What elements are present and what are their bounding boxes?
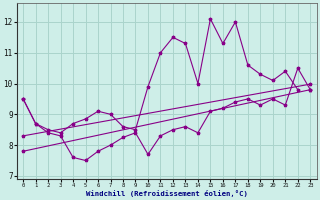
X-axis label: Windchill (Refroidissement éolien,°C): Windchill (Refroidissement éolien,°C) [86,190,248,197]
